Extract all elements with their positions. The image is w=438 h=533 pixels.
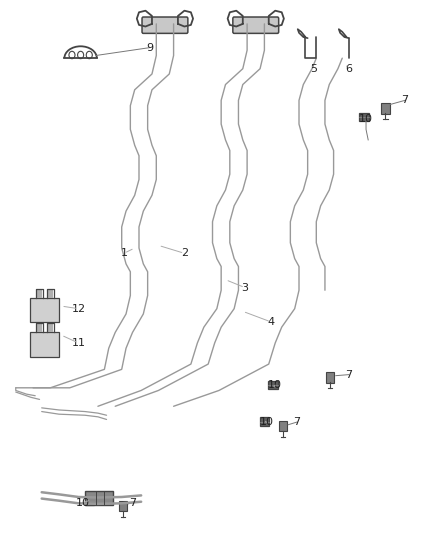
FancyBboxPatch shape: [326, 372, 335, 383]
Text: 4: 4: [267, 317, 275, 327]
FancyBboxPatch shape: [31, 297, 60, 322]
FancyBboxPatch shape: [381, 103, 390, 114]
FancyBboxPatch shape: [279, 421, 287, 431]
Text: 3: 3: [241, 282, 248, 293]
FancyBboxPatch shape: [36, 289, 42, 297]
FancyBboxPatch shape: [48, 289, 53, 297]
Text: 6: 6: [345, 64, 352, 74]
Text: 7: 7: [345, 369, 352, 379]
FancyBboxPatch shape: [359, 113, 369, 122]
Text: 7: 7: [401, 95, 409, 106]
Text: 10: 10: [268, 380, 282, 390]
FancyBboxPatch shape: [233, 17, 279, 34]
Text: 10: 10: [260, 417, 274, 427]
Text: 7: 7: [129, 498, 136, 508]
FancyBboxPatch shape: [48, 324, 53, 332]
Text: 7: 7: [293, 417, 300, 427]
FancyBboxPatch shape: [36, 324, 42, 332]
Text: 10: 10: [76, 498, 90, 508]
Text: 12: 12: [71, 304, 85, 314]
Text: 2: 2: [181, 248, 188, 259]
FancyBboxPatch shape: [119, 500, 127, 511]
FancyBboxPatch shape: [268, 381, 278, 390]
FancyBboxPatch shape: [31, 332, 60, 357]
FancyBboxPatch shape: [85, 497, 94, 505]
Text: 9: 9: [146, 43, 153, 53]
Text: 5: 5: [311, 64, 318, 74]
Text: 11: 11: [71, 338, 85, 348]
FancyBboxPatch shape: [260, 417, 269, 426]
FancyBboxPatch shape: [142, 17, 188, 34]
Text: 10: 10: [359, 114, 373, 124]
Text: 1: 1: [120, 248, 127, 259]
FancyBboxPatch shape: [85, 491, 113, 505]
